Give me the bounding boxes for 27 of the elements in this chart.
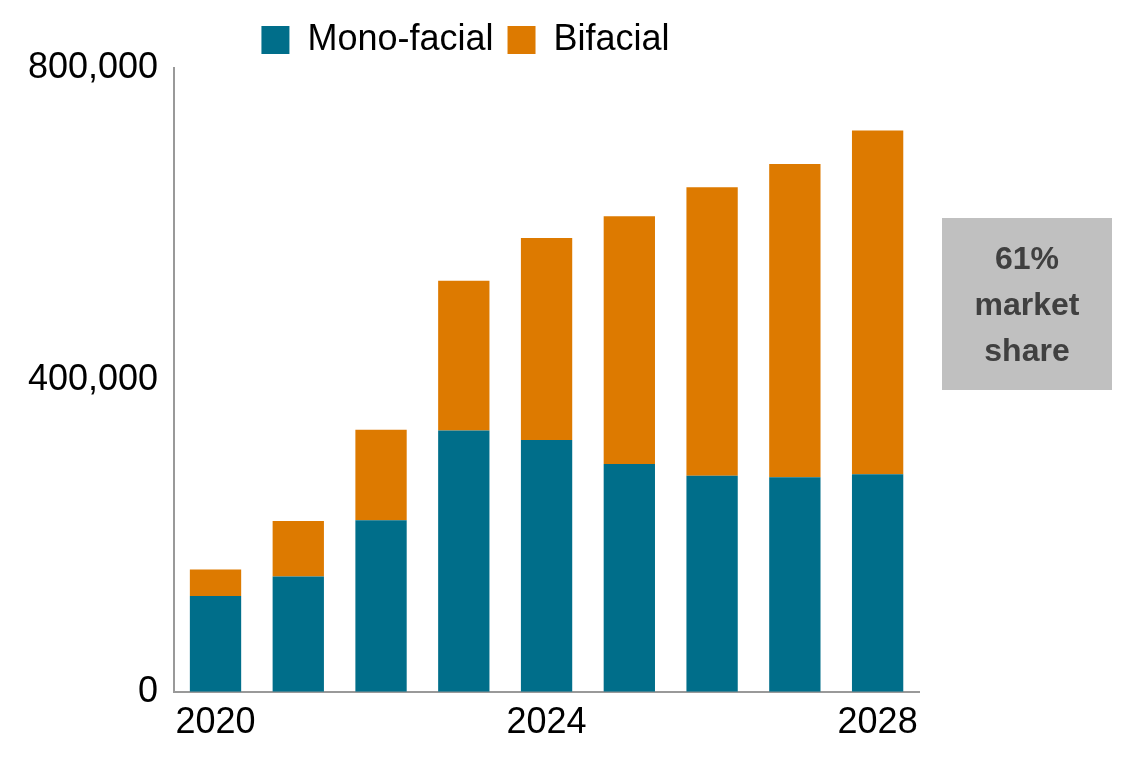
bar — [520, 439, 573, 692]
bar — [520, 237, 573, 440]
x-tick-label: 2024 — [506, 700, 587, 742]
bar — [686, 187, 738, 476]
bar — [272, 576, 324, 692]
x-tick-label: 2028 — [837, 700, 918, 742]
bar — [769, 163, 821, 478]
x-tick-label: 2020 — [175, 700, 256, 742]
bar — [686, 475, 738, 692]
bar — [438, 430, 490, 692]
text: 61% market share — [942, 218, 1112, 390]
bar — [189, 595, 242, 692]
y-tick-label: 800,000 — [27, 44, 159, 86]
bar — [355, 429, 407, 521]
bar — [355, 520, 407, 692]
bar — [851, 130, 904, 475]
bar — [851, 474, 904, 692]
legend-label: Bifacial — [553, 16, 670, 58]
y-tick-label: 400,000 — [27, 356, 159, 398]
bar — [272, 521, 324, 577]
bar — [438, 280, 490, 431]
bar — [603, 464, 655, 692]
y-tick-label: 0 — [138, 668, 159, 710]
bar — [189, 569, 242, 596]
bar — [603, 216, 655, 465]
legend-label: Mono-facial — [307, 16, 494, 58]
bar — [769, 477, 821, 692]
